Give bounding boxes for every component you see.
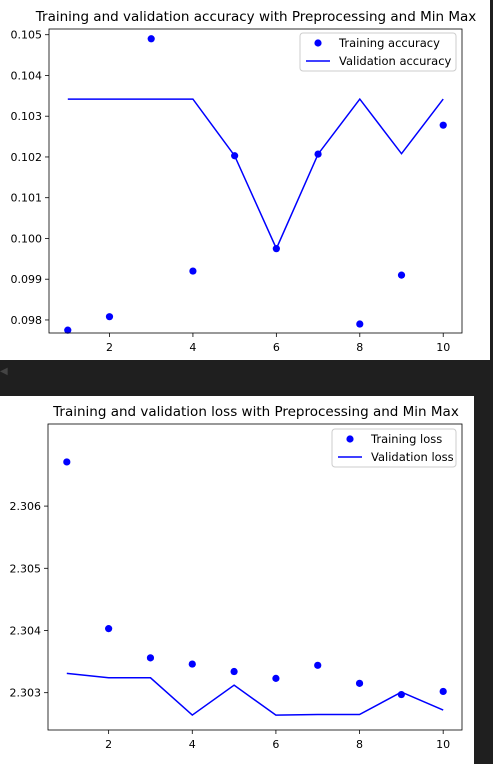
y-tick-label: 2.303: [10, 687, 42, 700]
legend-label: Validation accuracy: [339, 54, 452, 68]
data-point: [105, 625, 112, 632]
series-line: [68, 99, 443, 249]
data-point: [398, 272, 405, 279]
y-tick-label: 0.102: [11, 151, 43, 164]
x-tick-label: 10: [436, 341, 450, 354]
legend-point-marker: [346, 435, 353, 442]
x-tick-label: 6: [273, 341, 280, 354]
accuracy-chart-panel: Training and validation accuracy with Pr…: [0, 0, 490, 360]
x-tick-label: 8: [356, 738, 363, 751]
data-point: [272, 675, 279, 682]
y-tick-label: 2.305: [10, 562, 42, 575]
plot-frame: [49, 29, 462, 333]
collapse-output-icon[interactable]: ◀: [0, 366, 8, 378]
y-tick-label: 2.304: [10, 624, 42, 637]
x-tick-label: 4: [189, 738, 196, 751]
y-tick-label: 0.105: [11, 29, 43, 42]
y-tick-label: 0.103: [11, 110, 43, 123]
y-tick-label: 0.099: [11, 273, 43, 286]
plot-frame: [48, 424, 462, 730]
data-point: [189, 267, 196, 274]
data-point: [189, 660, 196, 667]
x-tick-label: 2: [106, 341, 113, 354]
y-tick-label: 0.100: [11, 232, 43, 245]
data-point: [147, 654, 154, 661]
x-tick-label: 2: [105, 738, 112, 751]
legend: Training accuracy Validation accuracy: [300, 33, 456, 71]
legend-label: Training accuracy: [338, 36, 440, 50]
data-point: [356, 320, 363, 327]
data-point: [356, 680, 363, 687]
y-tick-label: 0.101: [11, 192, 43, 205]
data-point: [440, 122, 447, 129]
loss-chart-panel: Training and validation loss with Prepro…: [0, 396, 474, 764]
legend-label: Validation loss: [371, 450, 454, 464]
y-tick-label: 2.306: [10, 500, 42, 513]
data-point: [314, 662, 321, 669]
y-tick-label: 0.104: [11, 69, 43, 82]
data-point: [148, 35, 155, 42]
x-tick-label: 4: [189, 341, 196, 354]
chart-title: Training and validation loss with Prepro…: [52, 404, 459, 420]
y-tick-label: 0.098: [11, 314, 43, 327]
chart-title: Training and validation accuracy with Pr…: [35, 9, 477, 25]
series-line: [67, 673, 443, 715]
data-point: [106, 313, 113, 320]
legend-point-marker: [314, 39, 321, 46]
x-tick-label: 10: [436, 738, 450, 751]
loss-chart: Training and validation loss with Prepro…: [0, 396, 474, 764]
data-point: [63, 458, 70, 465]
legend: Training loss Validation loss: [332, 429, 456, 467]
x-tick-label: 6: [272, 738, 279, 751]
data-point: [440, 688, 447, 695]
accuracy-chart: Training and validation accuracy with Pr…: [0, 0, 490, 360]
legend-label: Training loss: [370, 432, 442, 446]
x-tick-label: 8: [356, 341, 363, 354]
data-point: [230, 668, 237, 675]
